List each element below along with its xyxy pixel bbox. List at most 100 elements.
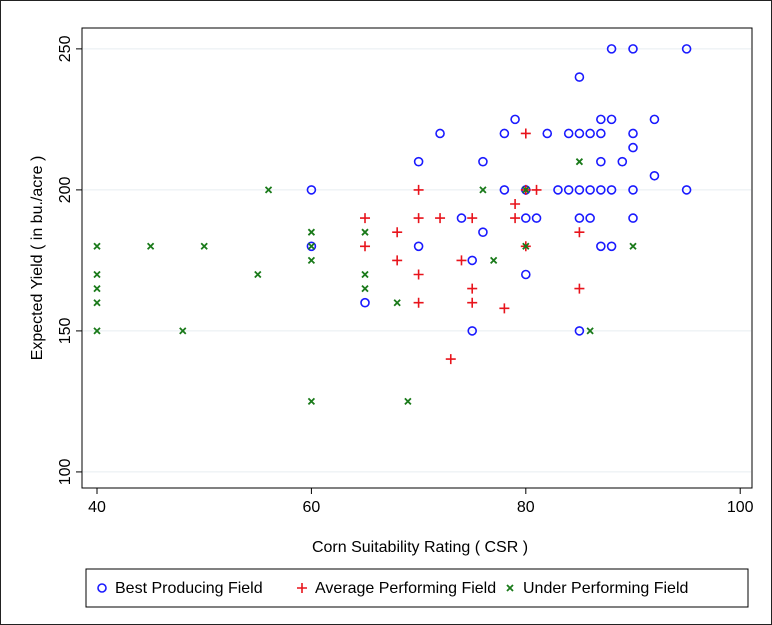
point (585, 185, 595, 195)
legend-symbol (297, 583, 307, 593)
point (413, 184, 424, 195)
legend-label: Best Producing Field (115, 580, 263, 597)
point (490, 256, 498, 265)
point (445, 354, 456, 365)
point (596, 185, 606, 195)
point (456, 213, 467, 223)
point (467, 297, 478, 308)
point (435, 213, 446, 224)
point (553, 185, 563, 195)
point (361, 284, 369, 293)
legend-symbol (506, 584, 514, 592)
legend-label: Average Performing Field (315, 580, 496, 597)
point (606, 114, 617, 125)
point (93, 242, 101, 250)
point (499, 128, 510, 139)
point (254, 270, 262, 279)
point (542, 128, 553, 139)
point (606, 185, 617, 195)
legend-symbol (97, 583, 107, 593)
point (479, 186, 487, 194)
point (574, 283, 585, 294)
point (393, 299, 401, 307)
point (574, 326, 585, 336)
point (628, 213, 638, 223)
point (306, 185, 317, 195)
point (629, 242, 637, 250)
point (574, 185, 585, 195)
point (360, 297, 370, 308)
x-tick-label: 40 (88, 499, 106, 516)
point (575, 158, 584, 166)
point (574, 128, 585, 139)
point (681, 185, 692, 195)
x-axis-label: Corn Suitability Rating ( CSR ) (312, 539, 528, 556)
point (499, 185, 510, 195)
point (306, 241, 317, 252)
point (522, 242, 530, 250)
point (563, 185, 574, 195)
point (606, 44, 617, 54)
point (574, 227, 585, 238)
point (93, 327, 101, 335)
point (93, 270, 101, 279)
point (596, 156, 606, 167)
point (585, 128, 595, 139)
point (681, 44, 692, 54)
x-tick-label: 60 (303, 499, 321, 516)
point (596, 114, 606, 125)
point (93, 299, 101, 307)
point (179, 327, 187, 335)
point (531, 213, 542, 223)
point (628, 128, 638, 139)
point (307, 397, 316, 406)
point (413, 297, 424, 308)
point (617, 156, 628, 167)
point (628, 44, 638, 54)
point (413, 156, 424, 167)
y-axis-label: Expected Yield ( in bu./acre ) (29, 156, 46, 361)
point (478, 156, 488, 167)
x-tick-label: 100 (727, 499, 754, 516)
y-tick-label: 150 (57, 317, 74, 344)
point (606, 241, 617, 252)
point (413, 213, 424, 224)
point (478, 227, 488, 237)
point (649, 114, 660, 125)
point (531, 184, 542, 195)
point (520, 128, 531, 139)
point (413, 241, 424, 252)
point (628, 142, 638, 153)
point (521, 213, 531, 223)
point (146, 242, 155, 250)
point (510, 114, 520, 125)
point (596, 241, 606, 252)
point (456, 255, 467, 266)
point (404, 397, 412, 406)
y-tick-label: 200 (57, 176, 74, 203)
point (467, 283, 478, 294)
point (413, 269, 424, 280)
y-tick-label: 250 (57, 35, 74, 62)
point (307, 242, 316, 250)
point (360, 213, 371, 224)
point (307, 256, 316, 265)
point (586, 327, 594, 335)
point (200, 242, 208, 250)
plot-area (81, 27, 753, 489)
point (649, 170, 660, 181)
point (392, 227, 403, 238)
point (361, 270, 369, 279)
point (435, 128, 445, 139)
point (510, 213, 521, 224)
point (510, 198, 521, 209)
legend-label: Under Performing Field (523, 580, 688, 597)
point (521, 269, 531, 280)
point (467, 255, 478, 266)
point (361, 228, 369, 236)
legend (85, 568, 749, 608)
point (574, 213, 585, 223)
point (467, 213, 478, 224)
